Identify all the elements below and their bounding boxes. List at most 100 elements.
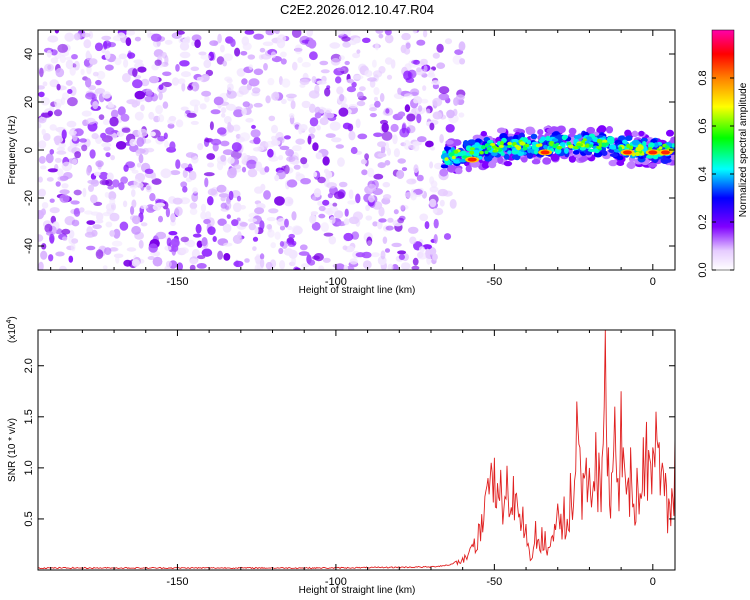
noise-cell — [40, 165, 47, 170]
signal-cell — [556, 125, 566, 134]
noise-cell — [260, 53, 272, 60]
noise-cell — [247, 168, 258, 178]
noise-cell — [315, 152, 323, 160]
colorbar-tick-label: 0.4 — [697, 166, 709, 181]
noise-cell — [387, 217, 394, 223]
noise-cell — [131, 225, 142, 235]
noise-cell — [320, 69, 330, 74]
noise-cell — [148, 243, 158, 253]
noise-cell — [406, 178, 417, 185]
noise-cell — [374, 100, 381, 108]
noise-cell — [357, 133, 368, 140]
noise-cell — [167, 123, 175, 129]
noise-cell — [333, 191, 345, 200]
noise-cell — [101, 142, 112, 148]
noise-cell — [323, 232, 334, 237]
noise-cell — [417, 136, 427, 143]
noise-cell — [259, 258, 265, 268]
noise-cell — [458, 41, 466, 52]
signal-cell — [616, 155, 624, 161]
noise-cell — [398, 254, 405, 260]
noise-cell — [367, 183, 377, 193]
noise-cell — [207, 188, 218, 196]
noise-cell — [281, 78, 291, 88]
noise-cell — [197, 255, 206, 260]
noise-cell — [126, 247, 137, 252]
signal-cell — [459, 159, 467, 163]
noise-cell — [200, 54, 211, 60]
noise-cell — [439, 134, 444, 144]
signal-cell — [506, 145, 512, 148]
noise-cell — [382, 181, 391, 188]
noise-cell — [125, 37, 132, 47]
noise-cell — [297, 57, 303, 63]
noise-cell — [325, 170, 333, 179]
noise-cell — [180, 106, 189, 111]
noise-cell — [422, 30, 428, 38]
noise-cell — [145, 90, 153, 97]
noise-cell — [109, 198, 116, 206]
noise-cell — [189, 99, 201, 107]
snr-y-axis: 0.5 1.0 1.5 2.0 — [23, 358, 675, 527]
noise-cell — [91, 229, 98, 237]
noise-cell — [59, 189, 70, 195]
noise-cell — [343, 264, 349, 270]
noise-cell — [291, 256, 296, 267]
noise-cell — [377, 152, 387, 158]
signal-cell — [469, 150, 475, 155]
noise-cell — [47, 35, 59, 43]
noise-cell — [380, 250, 386, 260]
noise-cell — [278, 247, 284, 255]
noise-cell — [121, 127, 131, 133]
noise-cell — [191, 34, 202, 42]
noise-cell — [271, 135, 277, 141]
signal-cell — [492, 149, 498, 153]
noise-cell — [267, 77, 275, 86]
noise-cell — [329, 121, 341, 131]
signal-cell — [627, 161, 636, 170]
noise-cell — [446, 109, 455, 119]
noise-cell — [95, 219, 104, 224]
noise-cell — [149, 193, 156, 202]
noise-cell — [397, 111, 406, 117]
noise-cell — [443, 233, 452, 240]
noise-cell — [232, 202, 242, 213]
noise-cell — [242, 42, 252, 51]
noise-cell — [387, 263, 394, 270]
noise-cell — [108, 191, 117, 201]
signal-cell — [486, 146, 492, 151]
noise-cell — [152, 256, 163, 267]
noise-cell — [267, 229, 275, 238]
signal-cell — [549, 141, 554, 147]
noise-cell — [177, 78, 186, 85]
noise-cell — [386, 74, 393, 80]
noise-cell — [432, 111, 442, 120]
noise-cell — [268, 115, 276, 122]
noise-cell — [171, 244, 179, 252]
noise-cell — [79, 138, 87, 143]
y-tick-label: 1.5 — [23, 409, 35, 424]
noise-cell — [290, 100, 296, 110]
noise-cell — [343, 218, 350, 226]
noise-cell — [284, 218, 289, 228]
signal-cell — [488, 160, 497, 169]
signal-cell — [601, 150, 608, 156]
noise-cell — [288, 233, 296, 239]
noise-cell — [327, 193, 333, 199]
noise-cell — [105, 152, 111, 158]
noise-cell — [412, 30, 418, 34]
noise-cell — [138, 239, 144, 249]
noise-cell — [373, 87, 380, 96]
noise-cell — [105, 127, 115, 135]
noise-cell — [307, 39, 317, 49]
noise-cell — [439, 199, 445, 207]
noise-cell — [184, 167, 194, 172]
noise-cell — [151, 178, 162, 185]
noise-cell — [229, 167, 237, 176]
noise-cell — [110, 155, 115, 161]
noise-cell — [180, 71, 192, 78]
signal-cell — [513, 134, 519, 140]
noise-cell — [222, 149, 234, 156]
noise-cell — [285, 149, 294, 157]
noise-cell — [102, 265, 108, 270]
